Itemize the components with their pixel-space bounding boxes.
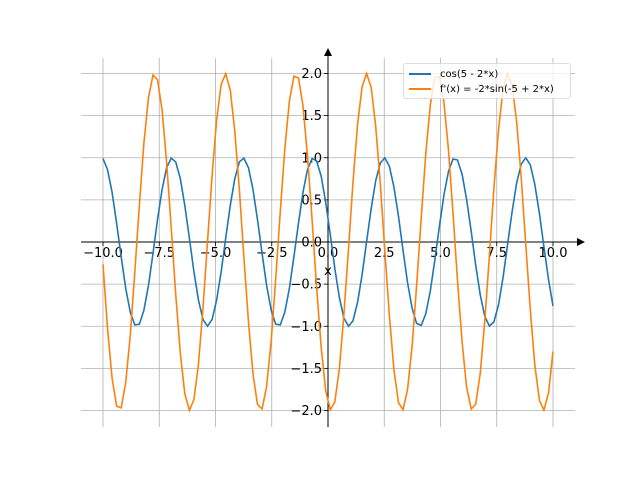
y-tick-label: −1.0 [290, 320, 322, 335]
legend-swatch [409, 73, 431, 75]
legend-item-derivative: f'(x) = -2*sin(-5 + 2*x) [409, 82, 554, 96]
x-tick-label: −10.0 [83, 246, 123, 261]
y-tick-label: 1.5 [301, 109, 322, 124]
x-axis-arrow [577, 238, 585, 246]
x-axis-label: x [324, 264, 332, 279]
legend-label: cos(5 - 2*x) [440, 68, 499, 80]
y-tick-label: −1.5 [290, 362, 322, 377]
y-tick-label: −2.0 [290, 404, 322, 419]
y-tick-label: 2.0 [301, 67, 322, 82]
legend-swatch [409, 88, 431, 90]
legend: cos(5 - 2*x) f'(x) = -2*sin(-5 + 2*x) [403, 63, 571, 99]
x-tick-label: 5.0 [430, 246, 451, 261]
legend-label: f'(x) = -2*sin(-5 + 2*x) [440, 83, 554, 95]
series-line-1 [102, 70, 554, 413]
series-line-0 [102, 156, 554, 328]
y-tick-label: 0.5 [301, 193, 322, 208]
x-tick-label: 10.0 [539, 246, 568, 261]
x-tick-label: −5.0 [200, 246, 232, 261]
legend-item-cos: cos(5 - 2*x) [409, 67, 498, 81]
y-axis-arrow [324, 48, 332, 56]
y-tick-label: −0.5 [290, 278, 322, 293]
y-tick-label: 0.0 [301, 236, 322, 251]
x-tick-label: −7.5 [143, 246, 175, 261]
x-tick-label: −2.5 [256, 246, 288, 261]
x-tick-label: 7.5 [486, 246, 507, 261]
